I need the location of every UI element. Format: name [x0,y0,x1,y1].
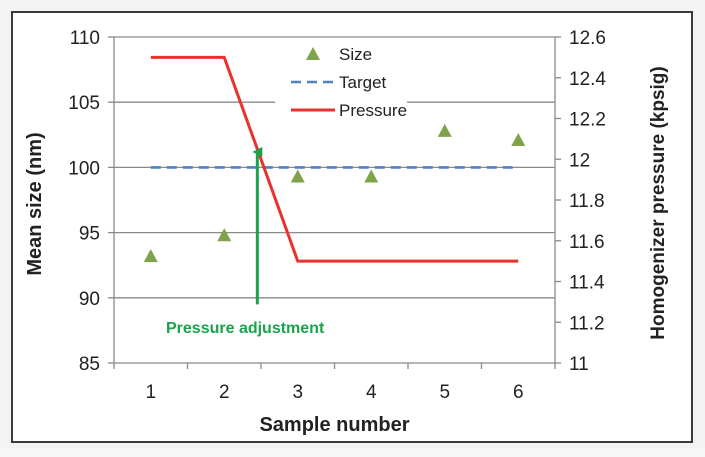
size-point [364,169,379,183]
x-tick-label: 3 [292,382,303,403]
y-tick-label-right: 11.6 [569,232,605,253]
legend-label: Size [339,45,372,64]
size-point [437,123,452,137]
legend-label: Target [339,73,387,92]
y-tick-label-right: 11.4 [569,273,605,294]
y-tick-label-right: 11.8 [569,191,605,212]
series [143,55,526,263]
y-axis-title-right: Homogenizer pressure (kpsig) [648,66,669,339]
y-axis-title-left: Mean size (nm) [24,132,46,275]
y-tick-label-left: 110 [70,28,100,49]
annotation-label: Pressure adjustment [166,320,325,337]
size-point [143,249,158,263]
y-tick-label-left: 85 [79,354,100,375]
pressure-line [150,55,519,263]
annotations: Pressure adjustment [166,146,325,337]
chart-frame: 85 90 95 100 105 110 11 11.2 11.4 11.6 11.8 12 12.2 1… [11,11,693,443]
x-tick-label: 2 [219,382,230,403]
size-point [290,169,305,183]
size-point [511,133,526,147]
y-tick-label-left: 90 [79,289,100,310]
axes: 8590951001051101111.211.411.611.81212.21… [68,28,606,403]
chart: 8590951001051101111.211.411.611.81212.21… [24,28,669,436]
x-tick-label: 5 [439,382,450,403]
y-tick-label-right: 12.4 [569,69,606,90]
size-point [217,228,232,242]
legend-label: Pressure [339,101,407,120]
x-tick-label: 4 [366,382,377,403]
y-tick-label-right: 12.2 [569,110,606,131]
legend: Size Target Pressure [275,39,407,127]
x-axis-title: Sample number [259,414,409,436]
y-tick-label-left: 95 [79,224,100,245]
y-tick-label-right: 12.6 [569,28,606,49]
x-tick-label: 6 [513,382,524,403]
y-tick-label-left: 100 [68,158,100,179]
x-tick-label: 1 [145,382,156,403]
y-tick-label-left: 105 [68,93,100,114]
bottom-strip [0,448,705,457]
legend-marker-size [306,47,320,60]
y-tick-label-right: 12 [569,150,590,171]
y-tick-label-right: 11 [569,354,589,375]
axis-labels: Sample number Mean size (nm) Homogenizer p… [24,66,669,436]
y-tick-label-right: 11.2 [569,313,605,334]
